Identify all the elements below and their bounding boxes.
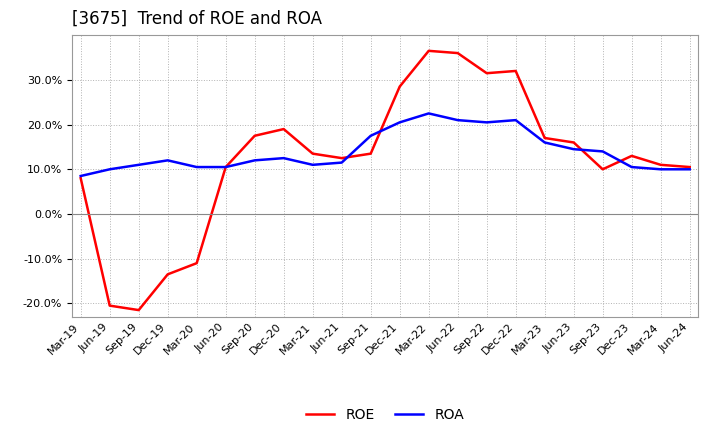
ROE <box>76 176 85 181</box>
ROA <box>279 155 288 161</box>
ROA <box>221 165 230 170</box>
ROE <box>627 153 636 158</box>
ROE <box>424 48 433 54</box>
ROE <box>192 260 201 266</box>
ROA <box>308 162 317 168</box>
ROA <box>482 120 491 125</box>
ROA <box>135 162 143 168</box>
ROE <box>685 165 694 170</box>
ROE <box>511 68 520 73</box>
ROE <box>570 140 578 145</box>
ROE <box>251 133 259 139</box>
ROA <box>366 133 375 139</box>
ROE <box>221 165 230 170</box>
ROE <box>598 167 607 172</box>
ROA <box>163 158 172 163</box>
ROA <box>192 165 201 170</box>
ROA <box>511 117 520 123</box>
Legend: ROE, ROA: ROE, ROA <box>307 408 464 422</box>
ROE <box>135 308 143 313</box>
ROE <box>163 271 172 277</box>
ROA <box>454 117 462 123</box>
ROA <box>395 120 404 125</box>
ROE <box>308 151 317 156</box>
ROA <box>424 111 433 116</box>
ROA <box>598 149 607 154</box>
ROE <box>482 70 491 76</box>
ROA <box>570 147 578 152</box>
ROE <box>657 162 665 168</box>
ROA <box>338 160 346 165</box>
Line: ROE: ROE <box>81 51 690 310</box>
ROE <box>395 84 404 89</box>
ROE <box>279 126 288 132</box>
ROE <box>366 151 375 156</box>
ROE <box>105 303 114 308</box>
ROA <box>76 173 85 179</box>
ROE <box>541 136 549 141</box>
ROA <box>541 140 549 145</box>
ROA <box>105 167 114 172</box>
Text: [3675]  Trend of ROE and ROA: [3675] Trend of ROE and ROA <box>72 10 322 28</box>
ROA <box>627 165 636 170</box>
ROA <box>251 158 259 163</box>
ROE <box>454 51 462 56</box>
ROA <box>657 167 665 172</box>
ROA <box>685 167 694 172</box>
ROE <box>338 155 346 161</box>
Line: ROA: ROA <box>81 114 690 176</box>
